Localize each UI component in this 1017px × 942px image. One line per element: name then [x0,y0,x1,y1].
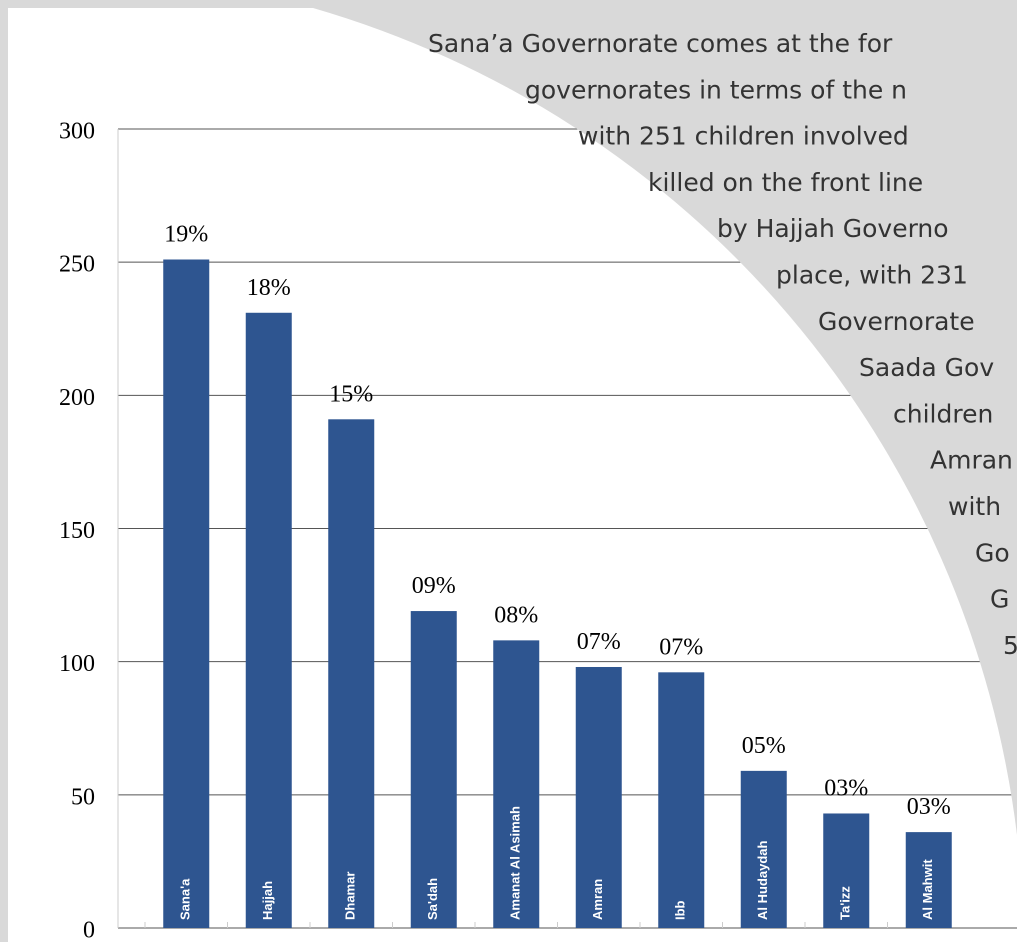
percent-label: 03% [824,775,868,801]
category-label: Dhamar [343,872,358,920]
annotation-line: G [990,585,1009,614]
category-label: Ta'izz [838,886,853,920]
percent-label: 18% [247,275,291,301]
percent-label: 19% [164,222,208,248]
category-label: Sana'a [178,878,193,920]
category-label: Amanat Al Asimah [508,806,523,920]
y-tick-label: 100 [59,651,95,677]
y-tick-label: 300 [59,119,95,145]
annotation-line: Saada Gov [859,353,994,382]
percent-label: 08% [494,602,538,628]
category-label: Al Mahwit [920,859,935,920]
percent-label: 07% [577,629,621,655]
y-tick-label: 200 [59,385,95,411]
category-label: Sa'dah [425,878,440,920]
y-tick-label: 50 [71,784,95,810]
annotation-line: governorates in terms of the n [525,75,907,104]
plot: 0 50 100 150 200 250 300 Sana'a 19% Hajjah 18% Dham… [59,29,1017,942]
bar [658,672,705,928]
annotation-line: Sana’a Governorate comes at the for [428,29,893,58]
bar [410,611,457,928]
bar [740,770,787,928]
bar [328,419,375,928]
category-label: Hajjah [260,881,275,920]
annotation-line: with 251 children involved [578,122,909,151]
percent-label: 05% [742,733,786,759]
annotation-line: Amran [930,446,1013,475]
annotation-line: with [948,492,1001,521]
annotation-line: killed on the front line [648,168,923,197]
percent-label: 03% [907,794,951,820]
y-tick-label: 250 [59,252,95,278]
annotation-line: 5 [1003,631,1017,660]
percent-label: 15% [329,381,373,407]
bar [163,259,210,929]
bar [905,832,952,928]
bar [575,666,622,928]
annotation-line: Go [975,538,1010,567]
y-tick-label: 150 [59,518,95,544]
category-label: Amran [590,879,605,920]
bar [245,312,292,928]
annotation-line: children [893,399,993,428]
percent-label: 07% [659,634,703,660]
category-label: Ibb [673,900,688,920]
bar [493,640,540,928]
y-tick-label: 0 [83,918,95,942]
bar [823,813,870,928]
annotation-line: Governorate [818,307,975,336]
category-label: Al Hudaydah [755,840,770,920]
percent-label: 09% [412,573,456,599]
annotation-line: by Hajjah Governo [717,214,949,243]
annotation-line: place, with 231 [776,261,968,290]
